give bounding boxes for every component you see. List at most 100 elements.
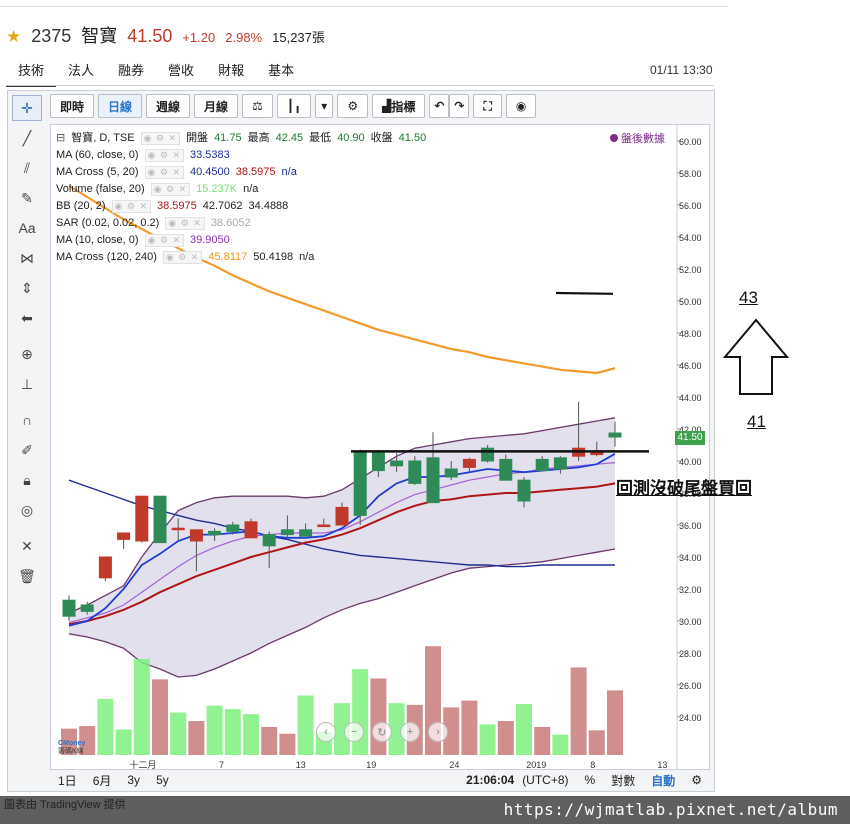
stay-drawing-icon[interactable]: ✐	[21, 441, 33, 458]
legend-row[interactable]: Volume (false, 20) ◉ ⚙ ✕ 15.237K n/a	[56, 181, 426, 198]
volume-bar	[370, 678, 387, 755]
legend-actions-icon[interactable]: ◉ ⚙ ✕	[144, 166, 184, 179]
volume-bar	[388, 703, 405, 755]
legend-actions-icon[interactable]: ◉ ⚙ ✕	[150, 183, 191, 196]
scroll-left-icon[interactable]: ‹	[316, 722, 336, 742]
legend-name[interactable]: BB (20, 2)	[56, 200, 106, 212]
bb-lower-line	[68, 548, 616, 678]
legend-name[interactable]: MA Cross (5, 20)	[56, 166, 139, 178]
crosshair-icon[interactable]: ✛	[12, 95, 42, 121]
volume-bar	[534, 726, 551, 755]
volume-bar	[61, 728, 77, 755]
redo-icon[interactable]: ↷	[449, 94, 470, 118]
legend-name[interactable]: MA (10, close, 0)	[56, 234, 139, 246]
logo-line1: CMoney	[58, 740, 86, 747]
percent-toggle[interactable]: %	[584, 773, 596, 787]
range-3y[interactable]: 3y	[127, 773, 141, 787]
tab-revenue[interactable]: 營收	[168, 63, 195, 78]
auto-toggle[interactable]: 自動	[651, 773, 676, 788]
log-toggle[interactable]: 對數	[611, 773, 636, 788]
legend-actions-icon[interactable]: ◉ ⚙ ✕	[144, 234, 185, 247]
pattern-icon[interactable]: ⋈	[20, 249, 34, 266]
legend-value: n/a	[299, 251, 315, 263]
zoom-in-icon[interactable]: +	[400, 722, 420, 742]
undo-icon[interactable]: ↶	[429, 94, 450, 118]
legend-value: 收盤	[370, 132, 393, 144]
legend-name[interactable]: MA (60, close, 0)	[56, 149, 139, 161]
range-6m[interactable]: 6月	[92, 773, 112, 788]
reset-icon[interactable]: ↻	[372, 722, 392, 742]
scroll-right-icon[interactable]: ›	[428, 722, 448, 742]
range-1d[interactable]: 1日	[58, 773, 77, 788]
timezone[interactable]: (UTC+8)	[522, 773, 569, 787]
tab-margin[interactable]: 融券	[118, 63, 145, 78]
chart-plot-area[interactable]: 60.00 58.00 56.00 54.00 52.00 50.00 48.00 46.00…	[50, 124, 710, 770]
monthly-button[interactable]: 月線	[194, 94, 239, 118]
measure-icon[interactable]: ⇕	[21, 279, 33, 296]
tools-icon[interactable]: ✕	[21, 537, 33, 554]
legend-row[interactable]: BB (20, 2) ◉ ⚙ ✕ 38.5975 42.7062 34.4888	[56, 198, 426, 215]
text-tool-icon[interactable]: Aa	[18, 220, 36, 236]
arrow-left-icon[interactable]: ⬅	[21, 309, 33, 326]
realtime-button[interactable]: 即時	[50, 94, 95, 118]
trendline-icon[interactable]: ╱	[22, 129, 32, 146]
legend-row[interactable]: MA (60, close, 0) ◉ ⚙ ✕ 33.5383	[56, 147, 426, 164]
brush-icon[interactable]: ✎	[21, 189, 33, 206]
quote-datetime: 01/11 13:30	[650, 63, 713, 77]
ruler-icon[interactable]: ⊥	[20, 375, 34, 392]
x-tick-label: 十二月	[129, 759, 156, 770]
fib-icon[interactable]: ⫽	[23, 159, 31, 176]
x-tick-label: 8	[590, 760, 595, 770]
settings-icon[interactable]: ⚙	[337, 94, 369, 118]
legend-row[interactable]: MA Cross (120, 240) ◉ ⚙ ✕ 45.8117 50.4198 n/…	[56, 249, 426, 266]
after-hours-data[interactable]: 盤後數據	[610, 130, 665, 146]
after-hours-dot	[610, 134, 618, 142]
y-tick-label: 46.00	[679, 361, 702, 371]
camera-icon[interactable]: ◉	[505, 94, 537, 118]
legend-actions-icon[interactable]: ◉ ⚙ ✕	[140, 132, 181, 145]
volume-bar	[334, 703, 350, 755]
legend-actions-icon[interactable]: ◉ ⚙ ✕	[144, 149, 185, 162]
legend-value: 41.75	[214, 132, 242, 144]
zoom-out-icon[interactable]: −	[344, 722, 364, 742]
tab-institutional[interactable]: 法人	[68, 63, 95, 78]
indicators-label: 指標	[391, 99, 416, 114]
compare-icon[interactable]: ⚖	[242, 94, 273, 118]
zoom-icon[interactable]: ⊕	[21, 345, 33, 362]
gear-icon[interactable]: ⚙	[691, 773, 702, 787]
footer-url: https://wjmatlab.pixnet.net/album	[503, 800, 838, 819]
chevron-down-icon[interactable]: ▾	[315, 94, 334, 118]
hide-icon[interactable]: ◎	[20, 501, 34, 518]
candle-type-icon[interactable]: ┃╻	[276, 94, 312, 118]
legend-name[interactable]: MA Cross (120, 240)	[56, 251, 157, 263]
candle-body	[335, 506, 349, 526]
fullscreen-icon[interactable]: ⛶	[473, 94, 502, 118]
legend-name[interactable]: SAR (0.02, 0.02, 0.2)	[56, 217, 160, 229]
indicator-legend: ⊟ 智寶, D, TSE ◉ ⚙ ✕ 開盤 41.75 最高 42.45 最低 40.90 收盤 4…	[56, 130, 426, 266]
y-tick-label: 40.00	[679, 457, 702, 467]
star-icon[interactable]: ★	[6, 27, 22, 46]
y-tick-label: 56.00	[679, 201, 702, 211]
daily-button[interactable]: 日線	[98, 94, 143, 118]
indicators-button[interactable]: ▟ 指標	[372, 94, 426, 118]
collapse-icon[interactable]: ⊟	[56, 132, 66, 144]
tab-basic[interactable]: 基本	[268, 63, 295, 78]
legend-actions-icon[interactable]: ◉ ⚙ ✕	[111, 200, 151, 213]
legend-row[interactable]: ⊟ 智寶, D, TSE ◉ ⚙ ✕ 開盤 41.75 最高 42.45 最低 40.90 收盤 4…	[56, 130, 426, 147]
trash-icon[interactable]: 🗑︎	[18, 567, 36, 584]
lock-icon[interactable]: 🔒︎	[23, 471, 31, 488]
x-tick-label: 13	[657, 760, 667, 770]
legend-name[interactable]: Volume (false, 20)	[56, 183, 145, 195]
legend-row[interactable]: MA (10, close, 0) ◉ ⚙ ✕ 39.9050	[56, 232, 426, 249]
legend-row[interactable]: MA Cross (5, 20) ◉ ⚙ ✕ 40.4500 38.5975 n/a	[56, 164, 426, 181]
range-5y[interactable]: 5y	[156, 773, 169, 787]
tab-technical[interactable]: 技術	[6, 60, 57, 87]
weekly-button[interactable]: 週線	[146, 94, 191, 118]
tab-financials[interactable]: 財報	[218, 63, 245, 78]
legend-name[interactable]: 智寶, D, TSE	[71, 132, 135, 144]
legend-actions-icon[interactable]: ◉ ⚙ ✕	[162, 251, 203, 264]
legend-row[interactable]: SAR (0.02, 0.02, 0.2) ◉ ⚙ ✕ 38.6052	[56, 215, 426, 232]
magnet-icon[interactable]: ∩	[21, 412, 33, 428]
legend-actions-icon[interactable]: ◉ ⚙ ✕	[165, 217, 205, 230]
candle-body	[390, 460, 404, 467]
